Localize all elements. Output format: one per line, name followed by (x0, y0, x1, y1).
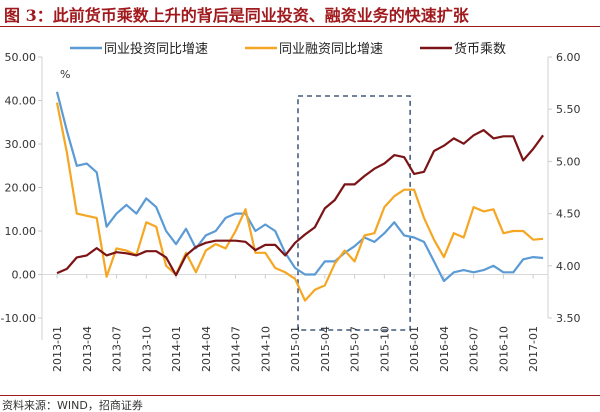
x-tick-label: 2016-01 (408, 326, 421, 372)
right-tick-label: 4.50 (556, 208, 581, 221)
left-tick-label: 10.00 (5, 225, 37, 238)
left-tick-label: 40.00 (5, 95, 37, 108)
series-line-2 (56, 129, 544, 277)
figure-title: 图 3：此前货币乘数上升的背后是同业投资、融资业务的快速扩张 (4, 6, 469, 25)
x-tick-label: 2013-04 (81, 326, 94, 372)
left-tick-label: -10.00 (1, 312, 36, 325)
x-tick-label: 2015-04 (319, 326, 332, 372)
x-tick-label: 2016-07 (468, 326, 481, 372)
title-divider (0, 26, 600, 27)
left-tick-label: 0.00 (12, 269, 37, 282)
series-line-1 (55, 102, 544, 302)
x-tick-label: 2017-01 (527, 326, 540, 372)
right-tick-label: 4.00 (556, 260, 581, 273)
x-tick-label: 2014-04 (200, 326, 213, 372)
left-tick-label: 30.00 (5, 138, 37, 151)
unit-label: % (60, 68, 70, 81)
x-tick-label: 2015-01 (289, 326, 302, 372)
right-tick-label: 5.50 (556, 103, 581, 116)
legend-label-1: 同业融资同比增速 (279, 42, 383, 57)
x-tick-label: 2013-10 (140, 326, 153, 372)
right-tick-label: 3.50 (556, 312, 581, 325)
right-tick-label: 6.00 (556, 51, 581, 64)
legend-label-0: 同业投资同比增速 (104, 41, 208, 57)
x-tick-label: 2014-07 (230, 326, 243, 372)
x-tick-label: 2015-07 (349, 326, 362, 372)
left-tick-label: 20.00 (5, 182, 37, 195)
source-divider (0, 395, 600, 396)
source-note: 资料来源：WIND，招商证券 (2, 399, 143, 412)
highlight-box (297, 95, 411, 331)
legend-label-2: 货币乘数 (454, 41, 506, 57)
x-tick-label: 2014-10 (259, 326, 272, 372)
x-tick-label: 2016-10 (497, 326, 510, 372)
x-tick-label: 2013-01 (51, 326, 64, 372)
left-tick-label: 50.00 (5, 51, 37, 64)
x-tick-label: 2013-07 (111, 326, 124, 372)
right-tick-label: 5.00 (556, 155, 581, 168)
x-tick-label: 2015-10 (378, 326, 391, 372)
series-line-0 (55, 91, 544, 283)
x-tick-label: 2014-01 (170, 326, 183, 372)
x-tick-label: 2016-04 (438, 326, 451, 372)
